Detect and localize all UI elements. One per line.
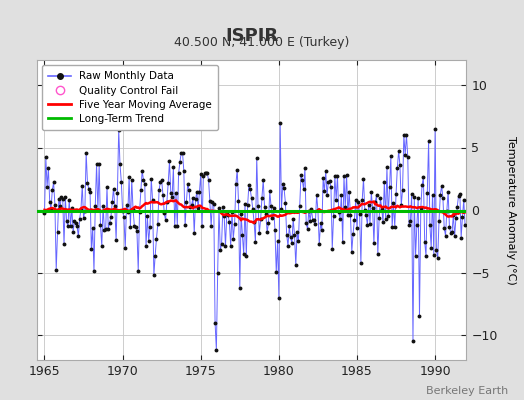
Title: ISPIR: ISPIR <box>225 26 278 44</box>
Text: 40.500 N, 41.000 E (Turkey): 40.500 N, 41.000 E (Turkey) <box>174 36 350 49</box>
Y-axis label: Temperature Anomaly (°C): Temperature Anomaly (°C) <box>506 136 516 284</box>
Text: Berkeley Earth: Berkeley Earth <box>426 386 508 396</box>
Legend: Raw Monthly Data, Quality Control Fail, Five Year Moving Average, Long-Term Tren: Raw Monthly Data, Quality Control Fail, … <box>42 65 219 130</box>
